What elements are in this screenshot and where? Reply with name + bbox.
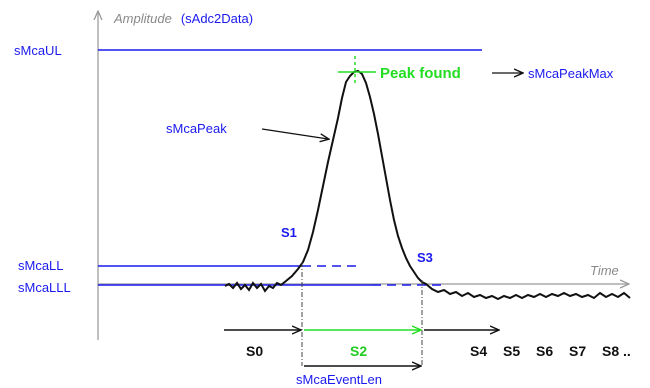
s7-label: S7 xyxy=(569,343,586,359)
adc-data-label: (sAdc2Data) xyxy=(181,11,253,26)
lll-label: sMcaLLL xyxy=(18,280,71,295)
peak-pointer-arrow xyxy=(261,128,328,139)
amplitude-label: Amplitude xyxy=(113,11,172,26)
ul-label: sMcaUL xyxy=(14,43,62,58)
s5-label: S5 xyxy=(503,343,520,359)
s4-label: S4 xyxy=(470,343,487,359)
s2-label: S2 xyxy=(350,343,367,359)
y-axis-label: Amplitude (sAdc2Data) xyxy=(113,10,253,27)
peak-max-label: sMcaPeakMax xyxy=(528,66,614,81)
s8-label: S8 .. xyxy=(602,343,631,359)
s6-label: S6 xyxy=(536,343,553,359)
peak-found-label: Peak found xyxy=(380,65,461,82)
s3-label: S3 xyxy=(417,250,433,265)
signal-trace xyxy=(224,69,631,301)
x-axis-label: Time xyxy=(590,263,619,278)
s0-label: S0 xyxy=(246,343,263,359)
s1-label: S1 xyxy=(281,225,297,240)
event-len-label: sMcaEventLen xyxy=(296,372,382,387)
ll-label: sMcaLL xyxy=(18,258,64,273)
peak-label: sMcaPeak xyxy=(166,121,227,136)
